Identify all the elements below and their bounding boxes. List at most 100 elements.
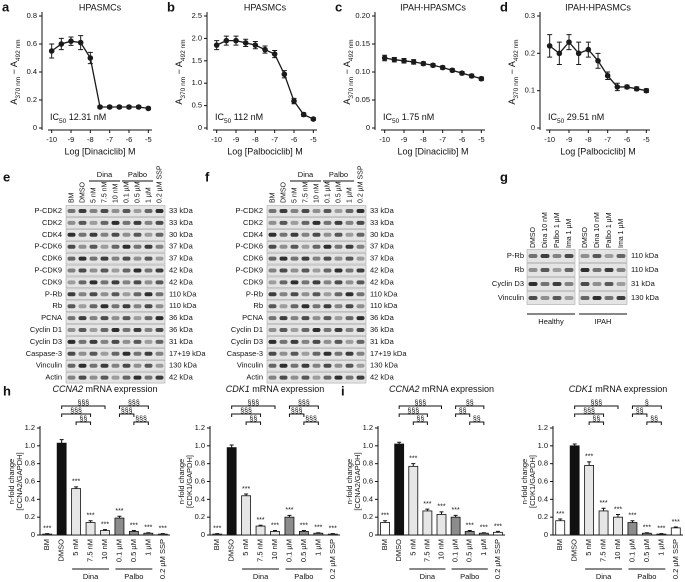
- blot-band: [290, 232, 299, 237]
- significance-bracket: [631, 413, 648, 417]
- significance-bracket: [398, 413, 428, 417]
- protein-label: P-Rb: [45, 289, 62, 298]
- blot-band: [279, 304, 288, 309]
- blot-band: [323, 363, 332, 368]
- x-tick-label: -9: [401, 135, 408, 144]
- error-bar: [59, 439, 64, 444]
- bracket-label: §§§: [128, 400, 140, 407]
- y-tick-label: 1.0: [25, 441, 35, 450]
- blot-strip: [65, 371, 166, 384]
- significance-label: ***: [86, 513, 94, 520]
- bracket-label: §§§: [240, 408, 252, 415]
- blot-band: [301, 280, 310, 285]
- blot-band: [133, 304, 142, 309]
- y-tick-label: 1.0: [195, 441, 205, 450]
- bar: [100, 530, 110, 536]
- x-tick-label: -10: [544, 135, 555, 144]
- data-point: [126, 104, 132, 110]
- x-tick-label: 0.1 µM: [284, 539, 293, 562]
- blot-band: [100, 375, 109, 380]
- protein-label: CDK9: [243, 277, 263, 286]
- panel-letter: b: [167, 0, 175, 14]
- blot-band: [312, 232, 321, 237]
- bar: [128, 531, 139, 536]
- protein-label: P-CDK6: [34, 242, 62, 251]
- blot-band: [592, 268, 602, 272]
- lane-label: 0.5 µM: [134, 181, 141, 203]
- chart-title: CCNA2 mRNA expression: [52, 384, 157, 394]
- blot-band: [334, 363, 343, 368]
- y-axis-label-part: 370 nm: [15, 77, 22, 99]
- y-axis-label-part: 370 nm: [180, 77, 187, 99]
- x-tick-label: DMSO: [394, 539, 403, 562]
- blot-band: [323, 209, 332, 213]
- blot-band: [323, 220, 332, 225]
- blot-band: [301, 256, 310, 261]
- blot-band: [312, 339, 321, 344]
- blot-band: [78, 304, 87, 309]
- data-point: [595, 58, 601, 64]
- blot-band: [100, 268, 109, 273]
- blot-band: [552, 254, 562, 258]
- blot-band: [356, 292, 365, 297]
- ic50-annotation: IC50 29.51 nM: [548, 112, 604, 125]
- bracket-label: §§§: [135, 416, 147, 423]
- bar: [42, 533, 53, 536]
- blot-band: [580, 268, 590, 272]
- blot-band: [78, 375, 87, 380]
- bar: [422, 510, 433, 536]
- size-label: 110 kDa: [631, 251, 659, 260]
- bar: [555, 520, 566, 536]
- blot-band: [312, 268, 321, 273]
- protein-label: PCNA: [242, 313, 263, 322]
- x-tick-label: 0.5 µM: [299, 539, 308, 562]
- blot-band: [122, 375, 131, 380]
- x-tick-label: -7: [604, 135, 611, 144]
- data-point: [439, 64, 446, 71]
- blot-band: [592, 282, 602, 286]
- significance-label: ***: [300, 522, 308, 529]
- size-label: 110 kDa: [631, 265, 659, 274]
- x-tick-label: 7.5 nM: [599, 539, 608, 562]
- blot-band: [89, 363, 98, 368]
- blot-band: [155, 280, 164, 285]
- blot-band: [78, 316, 87, 321]
- y-tick-label: 0.6: [25, 476, 35, 485]
- y-tick-label: 0.4: [363, 494, 373, 503]
- significance-label: ***: [381, 513, 389, 520]
- blot-band: [290, 339, 299, 344]
- blot-band: [279, 268, 288, 273]
- x-tick-label: 0.2 µM SSP: [328, 539, 337, 579]
- bar: [85, 522, 96, 536]
- x-tick-label: -9: [68, 135, 75, 144]
- y-tick-label: 0: [544, 530, 548, 539]
- bar: [464, 531, 475, 536]
- blot-band: [279, 316, 288, 321]
- significance-label: ***: [643, 525, 651, 532]
- blot-band: [312, 351, 321, 356]
- blot-band: [268, 375, 277, 380]
- bar: [157, 533, 168, 536]
- lane-label: 1 µM: [346, 187, 353, 203]
- blot-band: [564, 268, 574, 272]
- chart-title: CDK1 mRNA expression: [569, 384, 668, 394]
- group-label: Palbo: [128, 170, 147, 179]
- significance-bracket: [61, 405, 106, 409]
- blot-band: [356, 232, 365, 237]
- ic50-annotation-part: 50: [59, 118, 67, 125]
- blot-band: [155, 328, 164, 332]
- blot-band: [144, 351, 153, 356]
- axis-line: [374, 12, 485, 131]
- y-tick-label: 0.4: [195, 494, 205, 503]
- blot-band: [540, 268, 550, 272]
- blot-band: [323, 268, 332, 273]
- size-label: 36 kDa: [169, 325, 194, 334]
- blot-band: [89, 351, 98, 356]
- lane-label: 0.1 µM: [123, 181, 130, 203]
- blot-band: [100, 292, 109, 297]
- group-label: Palbo: [460, 572, 479, 581]
- blot-band: [111, 351, 120, 356]
- blot-band: [67, 244, 76, 249]
- blot-band: [540, 282, 550, 286]
